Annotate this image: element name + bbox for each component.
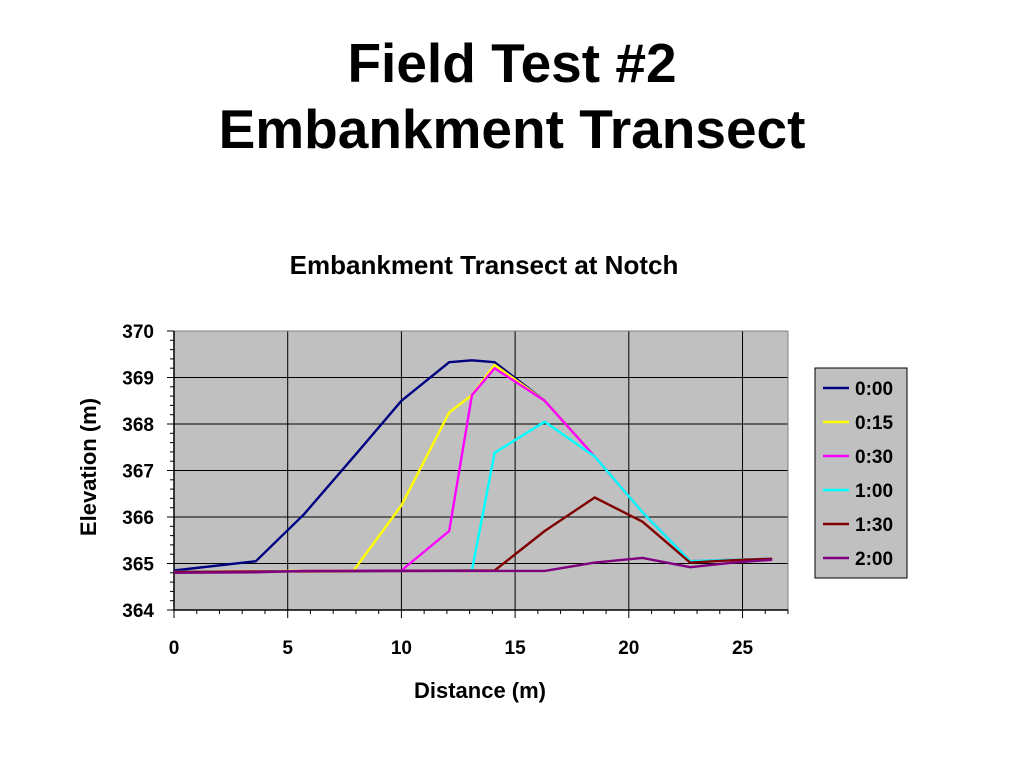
y-axis-label: Elevation (m) xyxy=(76,398,101,536)
legend-box xyxy=(814,367,908,579)
y-tick-label: 369 xyxy=(122,369,154,390)
axes: 0 5 10 15 20 25 364 365 366 367 368 369 370 xyxy=(122,322,789,659)
y-tick-label: 365 xyxy=(122,555,154,576)
x-tick-label: 20 xyxy=(618,638,639,659)
x-tick-label: 10 xyxy=(391,638,412,659)
slide-title: Field Test #2 Embankment Transect xyxy=(0,30,1024,162)
series-lines xyxy=(173,359,773,574)
y-tick-label: 368 xyxy=(122,415,154,436)
series-line-200 xyxy=(173,556,773,574)
legend: 0:00 0:15 0:30 1:00 1:30 2:00 xyxy=(814,367,908,579)
legend-label: 0:30 xyxy=(855,447,893,468)
y-tick-label: 370 xyxy=(122,322,154,343)
x-tick-label: 0 xyxy=(169,638,180,659)
legend-label: 1:00 xyxy=(855,481,893,502)
x-axis-label: Distance (m) xyxy=(414,678,546,703)
x-tick-label: 5 xyxy=(282,638,293,659)
y-tick-label: 366 xyxy=(122,508,154,529)
legend-label: 1:30 xyxy=(855,515,893,536)
legend-label: 2:00 xyxy=(855,549,893,570)
y-tick-label: 364 xyxy=(122,601,154,622)
legend-label: 0:15 xyxy=(855,413,893,434)
gridlines xyxy=(174,330,789,610)
x-tick-label: 15 xyxy=(505,638,527,659)
y-tick-label: 367 xyxy=(122,462,154,483)
legend-label: 0:00 xyxy=(855,379,893,400)
chart-title: Embankment Transect at Notch xyxy=(290,250,679,280)
series-line-130 xyxy=(173,496,773,574)
slide-title-line2: Embankment Transect xyxy=(218,98,806,160)
x-tick-label: 25 xyxy=(732,638,754,659)
slide-title-line1: Field Test #2 xyxy=(347,32,677,94)
